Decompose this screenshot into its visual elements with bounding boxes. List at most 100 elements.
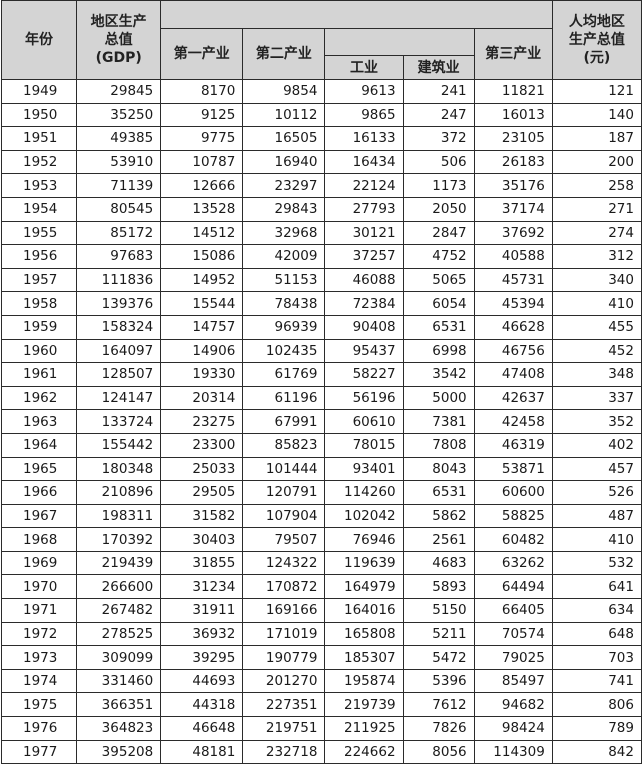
header-gdp-line3: (GDP) [95, 50, 142, 66]
cell-gdp: 309099 [76, 645, 162, 670]
cell-tertiary: 26183 [473, 149, 553, 175]
cell-per-capita: 789 [551, 716, 643, 741]
cell-primary: 29505 [160, 480, 244, 505]
cell-per-capita: 457 [551, 456, 643, 482]
cell-gdp: 124147 [76, 385, 162, 411]
cell-per-capita: 703 [551, 645, 643, 670]
cell-year: 1974 [0, 668, 78, 694]
cell-gdp: 267482 [76, 598, 162, 623]
cell-industry: 164979 [324, 574, 404, 600]
header-gdp-line1: 地区生产 [90, 14, 147, 30]
cell-per-capita: 410 [551, 527, 643, 552]
cell-secondary: 96939 [242, 314, 326, 340]
cell-gdp: 170392 [76, 527, 162, 552]
cell-secondary: 23297 [242, 173, 326, 198]
cell-secondary: 232718 [242, 739, 326, 764]
cell-year: 1969 [0, 550, 78, 576]
cell-industry: 22124 [324, 173, 404, 198]
cell-secondary: 67991 [242, 409, 326, 434]
table-row: 1957 111836 14952 51153 46088 5065 45731 340 [0, 267, 643, 293]
cell-secondary: 42009 [242, 244, 326, 269]
cell-year: 1951 [0, 126, 78, 151]
cell-tertiary: 70574 [473, 621, 553, 647]
cell-tertiary: 23105 [473, 126, 553, 151]
cell-year: 1954 [0, 196, 78, 222]
cell-year: 1964 [0, 432, 78, 458]
cell-primary: 15086 [160, 244, 244, 269]
cell-tertiary: 60482 [473, 527, 553, 552]
cell-gdp: 128507 [76, 362, 162, 387]
cell-industry: 16133 [324, 126, 404, 151]
cell-tertiary: 114309 [473, 739, 553, 764]
cell-industry: 93401 [324, 456, 404, 482]
cell-per-capita: 340 [551, 267, 643, 293]
cell-industry: 30121 [324, 220, 404, 246]
cell-secondary: 51153 [242, 267, 326, 293]
cell-gdp: 53910 [76, 149, 162, 175]
cell-tertiary: 94682 [473, 692, 553, 718]
cell-secondary: 16940 [242, 149, 326, 175]
header-per-capita-line3: (元) [583, 50, 611, 66]
cell-industry: 78015 [324, 432, 404, 458]
cell-primary: 30403 [160, 527, 244, 552]
cell-gdp: 49385 [76, 126, 162, 151]
cell-tertiary: 47408 [473, 362, 553, 387]
cell-primary: 15544 [160, 291, 244, 316]
table-row: 1960 164097 14906 102435 95437 6998 46756 452 [0, 338, 643, 364]
cell-primary: 23275 [160, 409, 244, 434]
header-secondary-breakdown [324, 28, 475, 56]
cell-construction: 2847 [402, 220, 475, 246]
table-row: 1964 155442 23300 85823 78015 7808 46319 402 [0, 432, 643, 458]
cell-per-capita: 526 [551, 480, 643, 505]
cell-construction: 6531 [402, 480, 475, 505]
cell-primary: 9125 [160, 102, 244, 128]
cell-tertiary: 45394 [473, 291, 553, 316]
header-tertiary: 第三产业 [473, 28, 553, 80]
cell-tertiary: 66405 [473, 598, 553, 623]
cell-gdp: 366351 [76, 692, 162, 718]
table-row: 1958 139376 15544 78438 72384 6054 45394 410 [0, 291, 643, 316]
cell-year: 1967 [0, 503, 78, 529]
cell-construction: 5472 [402, 645, 475, 670]
cell-primary: 36932 [160, 621, 244, 647]
cell-industry: 224662 [324, 739, 404, 764]
cell-per-capita: 455 [551, 314, 643, 340]
header-primary: 第一产业 [160, 28, 244, 80]
table-row: 1975 366351 44318 227351 219739 7612 94682 806 [0, 692, 643, 718]
cell-construction: 7808 [402, 432, 475, 458]
table-row: 1965 180348 25033 101444 93401 8043 53871 457 [0, 456, 643, 482]
table-row: 1954 80545 13528 29843 27793 2050 37174 271 [0, 196, 643, 222]
cell-primary: 14952 [160, 267, 244, 293]
cell-tertiary: 79025 [473, 645, 553, 670]
cell-secondary: 170872 [242, 574, 326, 600]
cell-construction: 5000 [402, 385, 475, 411]
cell-per-capita: 312 [551, 244, 643, 269]
table-row: 1959 158324 14757 96939 90408 6531 46628 455 [0, 314, 643, 340]
cell-industry: 72384 [324, 291, 404, 316]
cell-per-capita: 410 [551, 291, 643, 316]
cell-gdp: 266600 [76, 574, 162, 600]
cell-per-capita: 806 [551, 692, 643, 718]
cell-primary: 23300 [160, 432, 244, 458]
cell-industry: 219739 [324, 692, 404, 718]
cell-industry: 195874 [324, 668, 404, 694]
cell-construction: 5893 [402, 574, 475, 600]
cell-industry: 102042 [324, 503, 404, 529]
cell-construction: 5150 [402, 598, 475, 623]
cell-gdp: 35250 [76, 102, 162, 128]
cell-gdp: 364823 [76, 716, 162, 741]
cell-per-capita: 187 [551, 126, 643, 151]
cell-construction: 3542 [402, 362, 475, 387]
table-row: 1976 364823 46648 219751 211925 7826 98424 789 [0, 716, 643, 741]
cell-gdp: 278525 [76, 621, 162, 647]
cell-industry: 56196 [324, 385, 404, 411]
cell-construction: 5211 [402, 621, 475, 647]
table-row: 1961 128507 19330 61769 58227 3542 47408 348 [0, 362, 643, 387]
cell-secondary: 85823 [242, 432, 326, 458]
cell-gdp: 158324 [76, 314, 162, 340]
header-gdp: 地区生产 总值 (GDP) [76, 0, 162, 80]
cell-year: 1971 [0, 598, 78, 623]
cell-gdp: 139376 [76, 291, 162, 316]
cell-construction: 247 [402, 102, 475, 128]
cell-industry: 27793 [324, 196, 404, 222]
